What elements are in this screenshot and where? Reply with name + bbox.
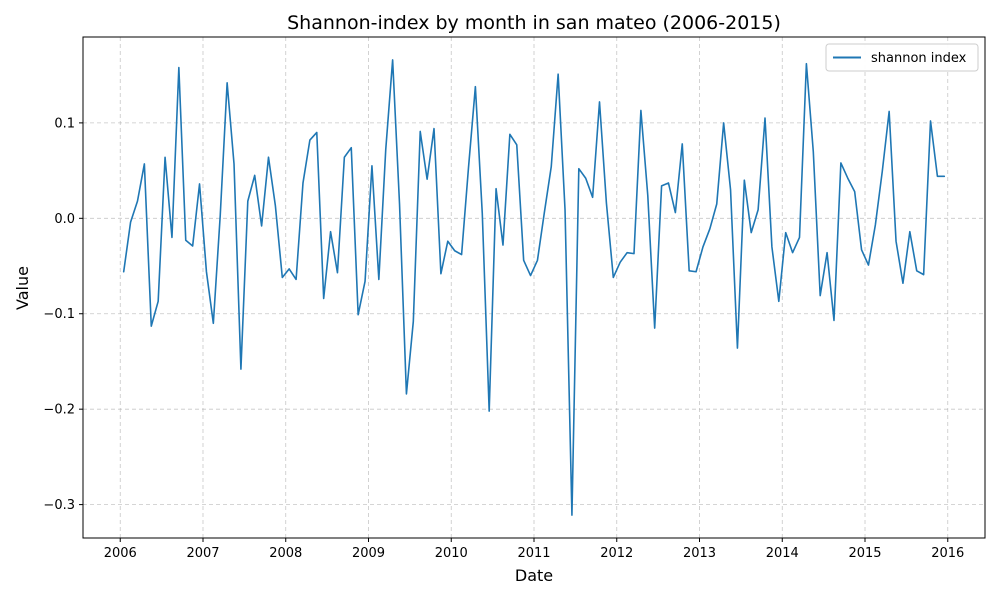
x-axis-label: Date bbox=[515, 566, 553, 585]
chart-title: Shannon-index by month in san mateo (200… bbox=[287, 12, 781, 34]
x-tick-label: 2011 bbox=[517, 546, 550, 561]
y-tick-label: −0.2 bbox=[43, 403, 75, 418]
x-tick-label: 2012 bbox=[600, 546, 633, 561]
x-tick-label: 2016 bbox=[931, 546, 964, 561]
x-axis: 2006 2007 2008 2009 2010 2011 2012 2013 2014 2015… bbox=[104, 538, 964, 561]
y-axis-label: Value bbox=[13, 266, 32, 310]
y-tick-label: −0.3 bbox=[43, 498, 75, 513]
legend: shannon index bbox=[825, 43, 979, 72]
x-tick-label: 2006 bbox=[104, 546, 137, 561]
legend-label: shannon index bbox=[871, 51, 967, 66]
x-tick-label: 2010 bbox=[435, 546, 468, 561]
x-tick-label: 2008 bbox=[269, 546, 302, 561]
y-tick-label: 0.1 bbox=[54, 116, 75, 131]
series-line bbox=[122, 59, 946, 516]
y-tick-label: 0.0 bbox=[54, 212, 75, 227]
grid-layer bbox=[83, 37, 985, 538]
x-tick-label: 2014 bbox=[766, 546, 799, 561]
legend-box bbox=[825, 43, 979, 72]
x-tick-label: 2015 bbox=[848, 546, 881, 561]
series-layer bbox=[122, 59, 946, 516]
x-tick-label: 2009 bbox=[352, 546, 385, 561]
x-tick-label: 2007 bbox=[186, 546, 219, 561]
x-tick-label: 2013 bbox=[683, 546, 716, 561]
y-tick-label: −0.1 bbox=[43, 307, 75, 322]
plot-frame bbox=[82, 36, 986, 539]
y-axis: −0.3 −0.2 −0.1 0.0 0.1 bbox=[43, 116, 83, 513]
